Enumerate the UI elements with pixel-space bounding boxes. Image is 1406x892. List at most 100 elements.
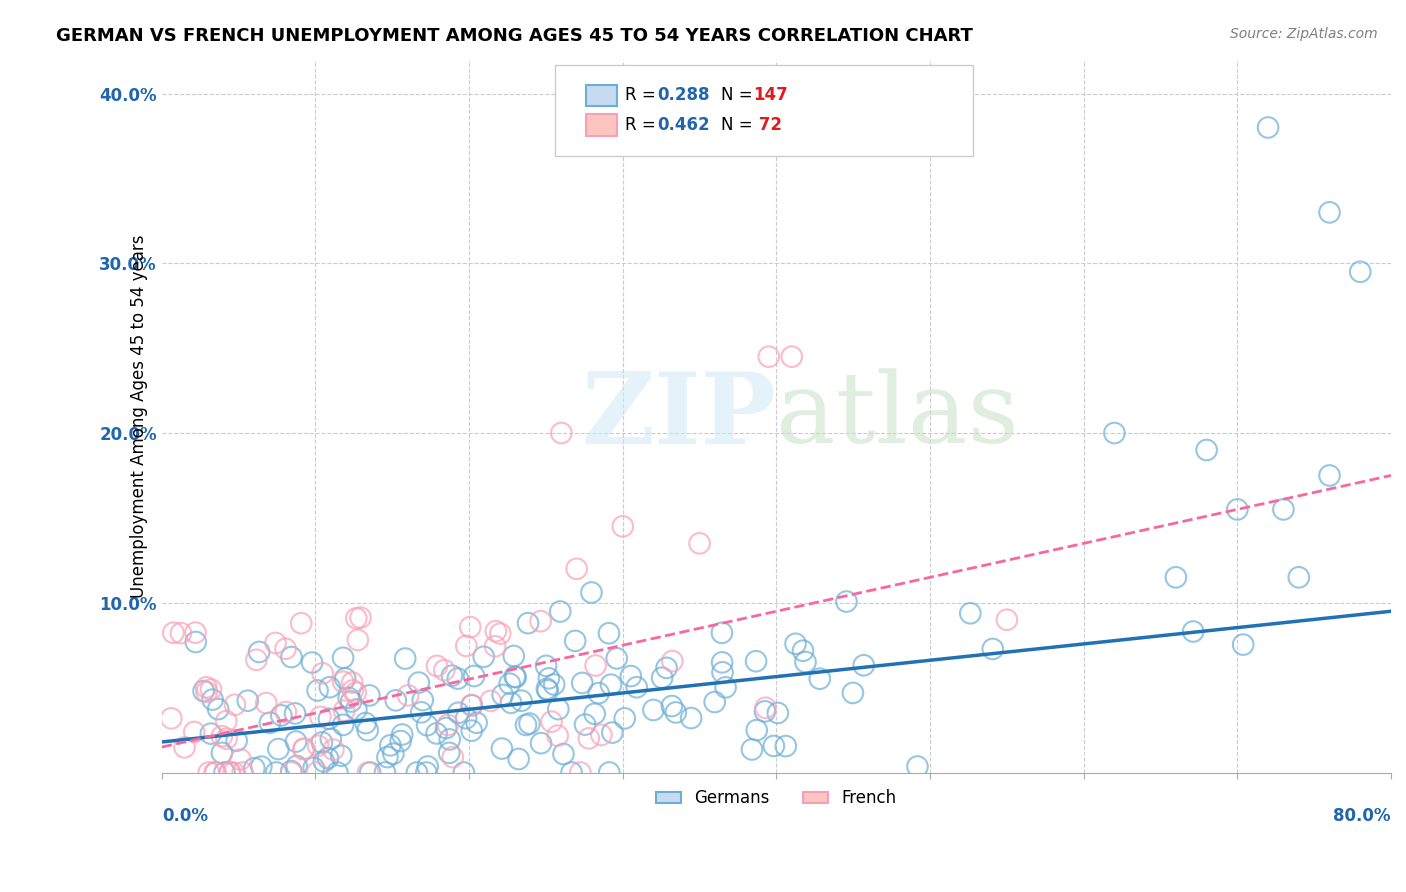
Point (162, 625, 184, 640)
Point (775, 739, 797, 753)
Point (907, 759, 929, 773)
Point (626, 680, 648, 694)
Point (346, 632, 368, 647)
Point (322, 742, 344, 756)
Point (204, 765, 226, 780)
Point (201, 692, 224, 706)
Point (460, 698, 482, 713)
Point (354, 716, 377, 731)
Point (852, 658, 875, 673)
Point (456, 711, 478, 725)
Point (600, 678, 623, 692)
Point (330, 748, 353, 763)
Point (515, 718, 537, 732)
Point (173, 740, 195, 755)
Point (484, 640, 506, 654)
Point (247, 645, 270, 659)
Point (332, 718, 354, 732)
Point (510, 694, 533, 708)
Point (319, 680, 342, 694)
Point (439, 746, 461, 760)
Point (792, 644, 814, 658)
Point (485, 624, 508, 639)
Point (391, 727, 413, 741)
Point (267, 742, 290, 756)
Y-axis label: Unemployment Among Ages 45 to 54 years: Unemployment Among Ages 45 to 54 years (129, 235, 148, 598)
Point (433, 663, 456, 677)
Point (447, 672, 470, 686)
Point (356, 723, 378, 738)
Point (396, 689, 419, 703)
Point (200, 682, 222, 697)
Point (995, 613, 1018, 627)
Point (808, 672, 831, 686)
Point (463, 669, 485, 683)
Point (547, 702, 569, 716)
Point (571, 676, 593, 690)
Point (335, 672, 357, 686)
Point (245, 653, 267, 667)
Point (835, 594, 858, 608)
Point (703, 695, 725, 709)
Text: N =: N = (721, 116, 758, 134)
Point (458, 620, 481, 634)
Point (357, 765, 380, 780)
Point (581, 585, 603, 599)
Point (340, 675, 363, 690)
Point (416, 718, 439, 732)
Point (1226, 502, 1249, 516)
Text: R =: R = (626, 116, 661, 134)
Point (1195, 442, 1218, 457)
Point (741, 742, 763, 756)
Point (578, 731, 600, 746)
Point (254, 696, 277, 710)
Point (613, 711, 636, 725)
Text: ZIP: ZIP (582, 368, 776, 465)
FancyBboxPatch shape (586, 114, 617, 136)
Point (183, 725, 205, 739)
Text: 0.462: 0.462 (657, 116, 710, 134)
Point (259, 715, 281, 730)
Point (537, 683, 560, 698)
Point (1288, 570, 1310, 584)
Point (200, 726, 222, 740)
Text: 72: 72 (754, 116, 782, 134)
Point (1104, 425, 1126, 440)
Point (530, 736, 553, 750)
Point (280, 764, 302, 779)
FancyBboxPatch shape (586, 85, 617, 106)
Point (193, 684, 215, 698)
Point (1348, 265, 1371, 279)
Point (540, 714, 562, 729)
Point (270, 708, 292, 723)
Point (519, 716, 541, 731)
Point (561, 765, 583, 780)
Point (553, 747, 575, 761)
Point (569, 765, 592, 780)
Point (503, 670, 526, 684)
Point (543, 677, 565, 691)
Point (689, 536, 711, 550)
Point (318, 712, 340, 726)
Point (606, 651, 628, 665)
Point (436, 718, 458, 732)
Point (762, 739, 785, 753)
Point (344, 702, 367, 716)
Point (517, 616, 540, 631)
Point (620, 669, 643, 683)
Point (758, 350, 780, 364)
Point (745, 723, 768, 737)
Point (842, 686, 865, 700)
Point (416, 759, 439, 773)
Point (612, 519, 634, 533)
Point (389, 734, 412, 748)
Point (643, 703, 665, 717)
Point (550, 425, 572, 440)
Point (711, 665, 734, 680)
Point (745, 654, 768, 668)
Point (508, 752, 530, 766)
Text: R =: R = (626, 87, 661, 104)
Point (332, 674, 354, 689)
Point (225, 733, 247, 747)
Point (981, 642, 1004, 657)
